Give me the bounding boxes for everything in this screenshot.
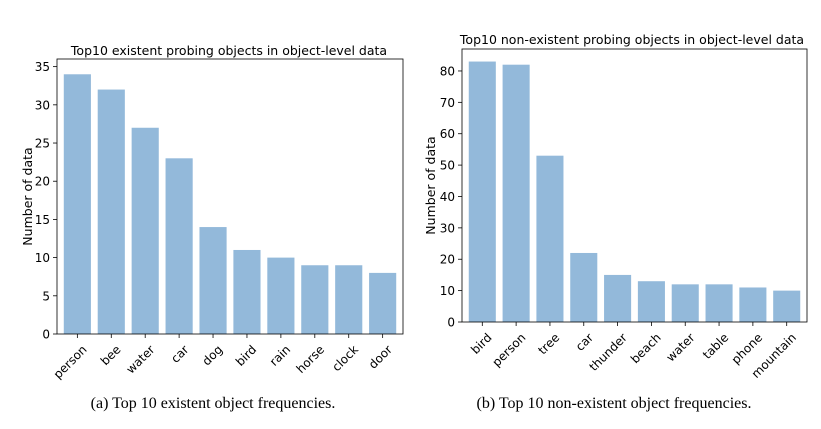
bar-water [671, 284, 699, 322]
bar-car [570, 252, 598, 322]
x-tick-label: person [489, 330, 528, 369]
bar-car [165, 158, 193, 334]
x-tick-label: water [123, 342, 157, 376]
bar-clock [335, 265, 363, 334]
y-tick-label: 30 [440, 221, 455, 235]
y-tick-label: 5 [42, 289, 50, 303]
bar-bird [468, 61, 496, 323]
bar-table [705, 284, 733, 322]
y-tick-label: 25 [35, 137, 50, 151]
chart-title: Top10 non-existent probing objects in ob… [459, 32, 804, 47]
bar-door [369, 272, 397, 334]
y-axis-label: Number of data [20, 147, 35, 245]
bar-water [131, 127, 159, 334]
y-tick-label: 10 [35, 251, 50, 265]
chart-title: Top10 existent probing objects in object… [70, 43, 387, 58]
x-tick-label: tree [535, 330, 562, 357]
bar-bee [97, 89, 125, 334]
figure-caption: (a) Top 10 existent object frequencies. [91, 395, 336, 412]
bar-bird [233, 249, 261, 334]
bar-person [502, 64, 530, 322]
x-tick-label: person [51, 342, 90, 381]
y-tick-label: 80 [440, 64, 455, 78]
x-tick-label: car [168, 342, 191, 365]
x-tick-label: beach [628, 330, 664, 366]
y-tick-label: 10 [440, 284, 455, 298]
y-tick-label: 15 [35, 213, 50, 227]
bar-dog [199, 227, 227, 334]
y-tick-label: 20 [440, 253, 455, 267]
y-tick-label: 70 [440, 96, 455, 110]
x-tick-label: table [700, 330, 731, 361]
bar-rain [267, 257, 295, 334]
bar-phone [739, 287, 767, 322]
y-tick-label: 50 [440, 159, 455, 173]
chart-non-existent-objects: Top10 non-existent probing objects in ob… [423, 32, 808, 412]
bar-person [63, 74, 91, 334]
y-axis-label: Number of data [423, 136, 438, 234]
plot-frame [461, 48, 808, 323]
y-tick-label: 0 [447, 316, 455, 330]
bar-thunder [604, 274, 632, 322]
bar-horse [301, 265, 329, 334]
x-tick-label: horse [294, 342, 328, 376]
x-tick-label: bird [468, 330, 494, 356]
y-tick-label: 35 [35, 60, 50, 74]
x-tick-label: thunder [586, 330, 630, 374]
y-tick-label: 60 [440, 127, 455, 141]
x-tick-label: bird [233, 342, 259, 368]
y-tick-label: 0 [42, 328, 50, 342]
x-tick-label: rain [267, 342, 293, 368]
x-tick-label: clock [329, 342, 361, 374]
bar-beach [637, 281, 665, 322]
y-tick-label: 20 [35, 175, 50, 189]
chart-existent-objects: Top10 existent probing objects in object… [20, 43, 404, 412]
plot-frame [56, 58, 404, 335]
x-tick-label: door [366, 342, 395, 371]
x-tick-label: water [663, 330, 697, 364]
y-tick-label: 30 [35, 98, 50, 112]
bar-mountain [773, 290, 801, 322]
y-tick-label: 40 [440, 190, 455, 204]
x-tick-label: dog [200, 342, 226, 368]
x-tick-label: bee [98, 342, 124, 368]
figure-caption: (b) Top 10 non-existent object frequenci… [477, 395, 752, 412]
x-tick-label: car [573, 330, 596, 353]
bar-tree [536, 155, 564, 322]
